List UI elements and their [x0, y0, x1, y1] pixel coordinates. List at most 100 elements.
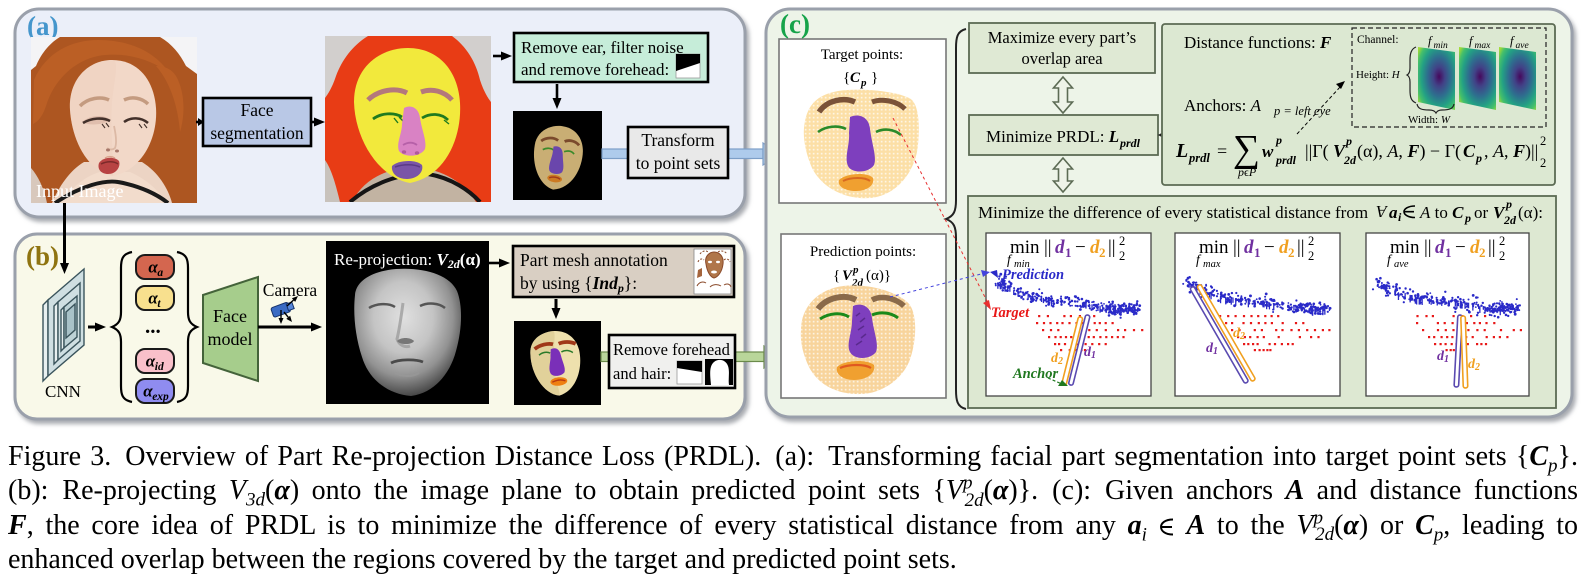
svg-text:pϵP: pϵP — [1237, 165, 1257, 179]
svg-text:f: f — [1196, 252, 1202, 267]
svg-text:prdl: prdl — [1275, 153, 1297, 167]
svg-text:V: V — [1493, 203, 1506, 222]
svg-text:a: a — [157, 267, 163, 279]
svg-text:Camera: Camera — [263, 280, 318, 300]
svg-text:Re-projection: V2d(α): Re-projection: V2d(α) — [334, 250, 481, 271]
svg-text:A: A — [1376, 202, 1388, 221]
svg-text:α: α — [148, 258, 158, 277]
svg-text:Anchor: Anchor — [1012, 366, 1058, 382]
svg-text:Prediction points:: Prediction points: — [810, 244, 916, 260]
svg-text:(c): (c) — [780, 9, 810, 39]
svg-text:||: || — [1108, 237, 1116, 258]
svg-text:d: d — [1055, 237, 1065, 258]
svg-text:max: max — [1475, 41, 1492, 51]
svg-text:Prediction: Prediction — [1002, 267, 1064, 283]
svg-text:Minimize the difference of eve: Minimize the difference of every statist… — [978, 203, 1368, 222]
svg-text:(b): (b) — [26, 241, 59, 271]
svg-text:2: 2 — [1540, 134, 1546, 148]
svg-text:or: or — [1474, 203, 1489, 222]
svg-text:1: 1 — [1445, 245, 1452, 260]
svg-text:−: − — [1075, 237, 1086, 258]
svg-text:Transform: Transform — [641, 130, 715, 150]
svg-text:1: 1 — [1065, 245, 1072, 260]
svg-text:||Γ(: ||Γ( — [1305, 141, 1329, 162]
svg-text:2: 2 — [1288, 245, 1295, 260]
svg-text:Remove forehead: Remove forehead — [613, 340, 731, 359]
svg-text:prdl: prdl — [1188, 151, 1210, 165]
svg-text:Distance functions: F: Distance functions: F — [1184, 33, 1332, 52]
svg-text:2: 2 — [1119, 234, 1125, 248]
svg-text:t: t — [157, 298, 161, 310]
svg-text:d: d — [1279, 237, 1289, 258]
svg-text:prdl: prdl — [1119, 136, 1141, 150]
svg-text:w: w — [1262, 142, 1274, 161]
svg-text:2d: 2d — [1503, 213, 1517, 227]
svg-text:to point sets: to point sets — [636, 153, 721, 173]
svg-text:f: f — [1510, 34, 1515, 48]
svg-text:segmentation: segmentation — [210, 123, 304, 143]
svg-text:{: { — [843, 70, 850, 86]
svg-text:f: f — [1387, 252, 1393, 267]
svg-text:||: || — [1233, 237, 1241, 258]
svg-text:L: L — [1175, 140, 1188, 162]
svg-text:2d: 2d — [1343, 153, 1357, 167]
svg-text:min: min — [1434, 41, 1449, 51]
svg-text:overlap area: overlap area — [1021, 49, 1103, 68]
svg-text:}: } — [871, 70, 878, 86]
svg-text:C: C — [850, 70, 861, 86]
svg-text:min: min — [1014, 259, 1030, 270]
svg-text:(α)}: (α)} — [866, 268, 891, 284]
svg-text:ave: ave — [1394, 259, 1409, 270]
svg-text:Remove ear, filter noise: Remove ear, filter noise — [521, 38, 684, 57]
svg-text:f: f — [1428, 34, 1433, 48]
svg-text:id: id — [155, 361, 164, 373]
svg-text:min: min — [1010, 237, 1040, 258]
svg-text:2: 2 — [1099, 245, 1106, 260]
svg-text:Target: Target — [991, 305, 1030, 321]
svg-text:a: a — [1389, 203, 1398, 222]
svg-text:Part mesh annotation: Part mesh annotation — [520, 250, 668, 270]
svg-text:α: α — [146, 352, 156, 371]
svg-text:2: 2 — [1119, 249, 1125, 263]
svg-text:−: − — [1264, 237, 1275, 258]
svg-text:α: α — [143, 382, 153, 401]
svg-text:Width: W: Width: W — [1408, 114, 1451, 126]
svg-text:Anchors: A: Anchors: A — [1184, 96, 1262, 115]
svg-text:max: max — [1203, 259, 1221, 270]
svg-text:d: d — [1435, 237, 1445, 258]
svg-text:||: || — [1297, 237, 1305, 258]
svg-text:, A, F)||: , A, F)|| — [1484, 141, 1538, 162]
svg-text:f: f — [1007, 252, 1013, 267]
svg-text:(α), A, F) − Γ(: (α), A, F) − Γ( — [1357, 141, 1461, 162]
svg-text:Minimize PRDL: L: Minimize PRDL: L — [986, 127, 1119, 146]
svg-text:Height: H: Height: H — [1356, 69, 1401, 81]
svg-text:α: α — [148, 289, 158, 308]
svg-text:model: model — [208, 329, 253, 349]
svg-text:∑: ∑ — [1233, 128, 1260, 170]
svg-text:min: min — [1199, 237, 1229, 258]
svg-text:(a): (a) — [27, 11, 58, 41]
svg-text:ave: ave — [1516, 41, 1529, 51]
svg-text:A to C: A to C — [1419, 203, 1464, 222]
svg-text:p: p — [1475, 151, 1482, 165]
svg-text:p = left eye: p = left eye — [1273, 104, 1331, 118]
svg-text:p: p — [1464, 211, 1471, 225]
svg-text:and remove forehead:: and remove forehead: — [521, 60, 669, 79]
svg-text:Maximize every part’s: Maximize every part’s — [988, 28, 1136, 47]
svg-text:i: i — [1398, 210, 1402, 224]
svg-text:||: || — [1488, 237, 1496, 258]
svg-text:Input Image: Input Image — [36, 181, 123, 201]
svg-text:2: 2 — [1499, 249, 1505, 263]
svg-text:2: 2 — [1308, 234, 1314, 248]
svg-text:{: { — [833, 268, 840, 284]
svg-text:...: ... — [145, 314, 161, 338]
svg-text:Channel:: Channel: — [1357, 34, 1399, 46]
svg-text:min: min — [1390, 237, 1420, 258]
svg-text:exp: exp — [152, 391, 169, 403]
svg-text:1: 1 — [1254, 245, 1261, 260]
svg-text:by using {Indp}:: by using {Indp}: — [520, 273, 637, 295]
svg-text:2: 2 — [1308, 249, 1314, 263]
svg-text:2: 2 — [1479, 245, 1486, 260]
svg-text:V: V — [1333, 141, 1347, 161]
svg-text:Target points:: Target points: — [821, 47, 903, 63]
